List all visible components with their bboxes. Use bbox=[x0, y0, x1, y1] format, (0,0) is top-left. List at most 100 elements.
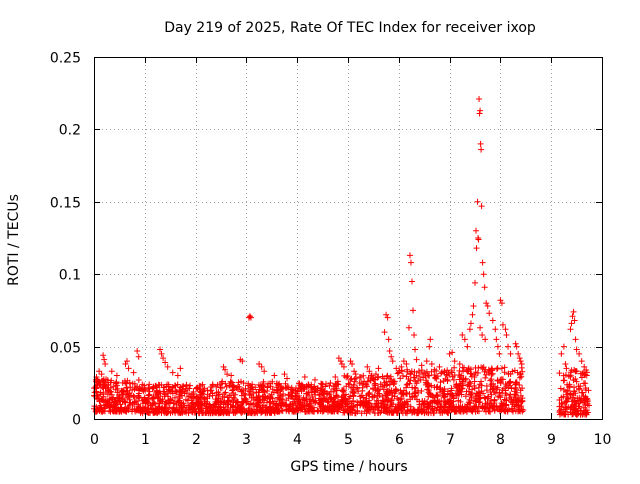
baseline-point bbox=[387, 373, 394, 380]
baseline-point bbox=[482, 400, 489, 407]
baseline-point bbox=[556, 370, 563, 377]
baseline-point bbox=[228, 379, 235, 386]
baseline-point bbox=[238, 392, 245, 399]
baseline-point bbox=[289, 390, 296, 397]
elevated-point bbox=[480, 271, 487, 278]
baseline-point bbox=[134, 383, 141, 390]
elevated-point bbox=[271, 372, 278, 379]
elevated-point bbox=[558, 350, 565, 357]
baseline-point bbox=[511, 394, 518, 401]
elevated-point bbox=[486, 310, 493, 317]
baseline-point bbox=[133, 398, 140, 405]
baseline-point bbox=[154, 387, 161, 394]
elevated-point bbox=[351, 368, 358, 375]
baseline-point bbox=[299, 406, 306, 413]
baseline-point bbox=[374, 404, 381, 411]
baseline-point bbox=[453, 382, 460, 389]
baseline-point bbox=[501, 408, 508, 415]
baseline-point bbox=[276, 408, 283, 415]
elevated-point bbox=[108, 368, 115, 375]
baseline-point bbox=[305, 407, 312, 414]
baseline-point bbox=[416, 369, 423, 376]
baseline-point bbox=[572, 368, 579, 375]
elevated-point bbox=[393, 365, 400, 372]
elevated-point bbox=[449, 349, 456, 356]
baseline-point bbox=[342, 396, 349, 403]
baseline-point bbox=[114, 400, 121, 407]
baseline-point bbox=[294, 394, 301, 401]
baseline-point bbox=[239, 387, 246, 394]
elevated-point bbox=[400, 358, 407, 365]
baseline-point bbox=[130, 393, 137, 400]
baseline-point bbox=[253, 402, 260, 409]
elevated-point bbox=[451, 358, 458, 365]
elevated-point bbox=[583, 372, 590, 379]
elevated-point bbox=[464, 343, 471, 350]
elevated-point bbox=[572, 336, 579, 343]
elevated-point bbox=[482, 336, 489, 343]
baseline-point bbox=[576, 386, 583, 393]
baseline-point bbox=[191, 393, 198, 400]
elevated-point bbox=[576, 350, 583, 357]
baseline-point bbox=[196, 386, 203, 393]
elevated-point bbox=[281, 371, 288, 378]
baseline-point bbox=[370, 386, 377, 393]
baseline-point bbox=[197, 394, 204, 401]
elevated-point bbox=[502, 326, 509, 333]
baseline-point bbox=[433, 375, 440, 382]
baseline-point bbox=[580, 371, 587, 378]
elevated-point bbox=[496, 350, 503, 357]
baseline-point bbox=[391, 379, 398, 386]
baseline-point bbox=[582, 380, 589, 387]
baseline-point bbox=[420, 401, 427, 408]
baseline-point bbox=[94, 379, 101, 386]
baseline-point bbox=[354, 385, 361, 392]
y-tick-label: 0 bbox=[72, 413, 81, 429]
elevated-point bbox=[157, 346, 164, 353]
baseline-point bbox=[179, 387, 186, 394]
baseline-point bbox=[519, 395, 526, 402]
baseline-point bbox=[102, 398, 109, 405]
baseline-point bbox=[195, 408, 202, 415]
x-axis-ticks: 0 1 2 3 4 5 6 7 8 9 10 bbox=[90, 57, 611, 448]
baseline-point bbox=[399, 372, 406, 379]
elevated-point bbox=[220, 363, 227, 370]
baseline-point bbox=[187, 382, 194, 389]
baseline-point bbox=[437, 379, 444, 386]
baseline-point bbox=[407, 403, 414, 410]
baseline-point bbox=[99, 383, 106, 390]
baseline-point bbox=[447, 399, 454, 406]
x-tick-label: 0 bbox=[90, 432, 99, 448]
baseline-point bbox=[280, 390, 287, 397]
elevated-point bbox=[560, 343, 567, 350]
baseline-point bbox=[567, 369, 574, 376]
elevated-point bbox=[164, 363, 171, 370]
elevated-point bbox=[570, 308, 577, 315]
elevated-point bbox=[473, 245, 480, 252]
baseline-point bbox=[227, 378, 234, 385]
baseline-point bbox=[580, 392, 587, 399]
elevated-point bbox=[372, 371, 379, 378]
baseline-point bbox=[324, 399, 331, 406]
baseline-point bbox=[393, 409, 400, 416]
baseline-point bbox=[363, 383, 370, 390]
baseline-point bbox=[478, 378, 485, 385]
baseline-point bbox=[196, 405, 203, 412]
baseline-point bbox=[358, 373, 365, 380]
baseline-point bbox=[462, 407, 469, 414]
baseline-point bbox=[245, 382, 252, 389]
elevated-point bbox=[562, 360, 569, 367]
baseline-point bbox=[448, 368, 455, 375]
baseline-point bbox=[129, 406, 136, 413]
baseline-point bbox=[108, 377, 115, 384]
elevated-point bbox=[567, 326, 574, 333]
baseline-point bbox=[204, 391, 211, 398]
baseline-point bbox=[475, 389, 482, 396]
baseline-point bbox=[354, 408, 361, 415]
baseline-point bbox=[112, 396, 119, 403]
elevated-point bbox=[135, 353, 142, 360]
elevated-point bbox=[384, 314, 391, 321]
elevated-point bbox=[513, 343, 520, 350]
baseline-point bbox=[428, 382, 435, 389]
